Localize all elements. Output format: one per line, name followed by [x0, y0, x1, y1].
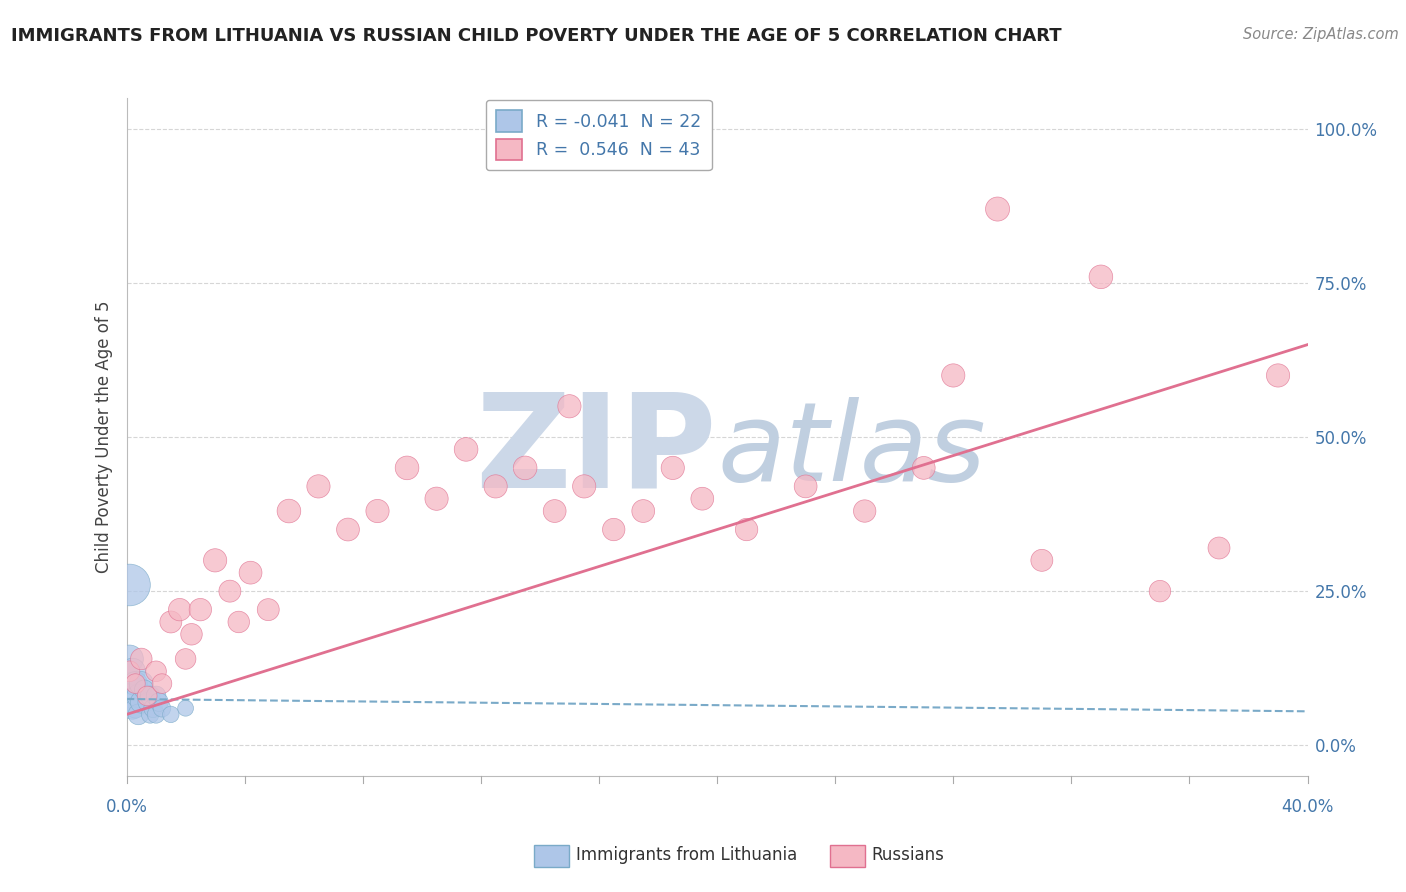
- Point: [484, 479, 508, 493]
- Text: 0.0%: 0.0%: [105, 798, 148, 816]
- Text: IMMIGRANTS FROM LITHUANIA VS RUSSIAN CHILD POVERTY UNDER THE AGE OF 5 CORRELATIO: IMMIGRANTS FROM LITHUANIA VS RUSSIAN CHI…: [11, 27, 1062, 45]
- Point: [515, 461, 537, 475]
- Point: [129, 676, 153, 690]
- Point: [169, 602, 191, 616]
- Text: Immigrants from Lithuania: Immigrants from Lithuania: [576, 847, 797, 864]
- Point: [188, 602, 211, 616]
- Point: [159, 615, 183, 629]
- Text: atlas: atlas: [717, 397, 986, 504]
- Point: [145, 689, 167, 703]
- Point: [134, 682, 156, 697]
- Point: [124, 701, 146, 715]
- Point: [574, 479, 596, 493]
- Point: [118, 578, 141, 592]
- Point: [853, 504, 876, 518]
- Point: [794, 479, 817, 493]
- Point: [148, 695, 170, 709]
- Point: [307, 479, 329, 493]
- Point: [145, 665, 167, 679]
- Point: [129, 652, 153, 666]
- Point: [136, 689, 159, 703]
- Text: Russians: Russians: [872, 847, 945, 864]
- Point: [180, 627, 202, 641]
- Point: [142, 701, 165, 715]
- Point: [159, 707, 183, 722]
- Point: [121, 701, 143, 715]
- Point: [118, 665, 141, 679]
- Point: [1090, 269, 1112, 284]
- Point: [127, 707, 149, 722]
- Point: [987, 202, 1010, 216]
- Text: 40.0%: 40.0%: [1281, 798, 1334, 816]
- Point: [912, 461, 935, 475]
- Point: [558, 399, 581, 413]
- Point: [139, 689, 162, 703]
- Point: [145, 707, 167, 722]
- Point: [124, 676, 146, 690]
- Point: [121, 665, 143, 679]
- Point: [118, 689, 141, 703]
- Text: Source: ZipAtlas.com: Source: ZipAtlas.com: [1243, 27, 1399, 42]
- Point: [454, 442, 477, 457]
- Point: [219, 584, 242, 599]
- Point: [603, 523, 626, 537]
- Point: [257, 602, 280, 616]
- Point: [136, 695, 159, 709]
- Point: [127, 689, 149, 703]
- Point: [942, 368, 965, 383]
- Point: [124, 676, 146, 690]
- Point: [366, 504, 388, 518]
- Y-axis label: Child Poverty Under the Age of 5: Child Poverty Under the Age of 5: [94, 301, 112, 574]
- Point: [396, 461, 419, 475]
- Point: [337, 523, 360, 537]
- Point: [425, 491, 447, 506]
- Point: [228, 615, 250, 629]
- Point: [150, 701, 173, 715]
- Point: [129, 695, 153, 709]
- Text: ZIP: ZIP: [475, 387, 717, 514]
- Point: [690, 491, 713, 506]
- Point: [174, 701, 197, 715]
- Point: [661, 461, 683, 475]
- Point: [239, 566, 262, 580]
- Point: [1267, 368, 1289, 383]
- Point: [1031, 553, 1053, 567]
- Point: [278, 504, 301, 518]
- Point: [150, 676, 173, 690]
- Point: [631, 504, 654, 518]
- Point: [1149, 584, 1171, 599]
- Legend: R = -0.041  N = 22, R =  0.546  N = 43: R = -0.041 N = 22, R = 0.546 N = 43: [486, 100, 711, 170]
- Point: [735, 523, 758, 537]
- Point: [118, 652, 141, 666]
- Point: [543, 504, 565, 518]
- Point: [204, 553, 226, 567]
- Point: [1208, 541, 1230, 555]
- Point: [139, 707, 162, 722]
- Point: [174, 652, 197, 666]
